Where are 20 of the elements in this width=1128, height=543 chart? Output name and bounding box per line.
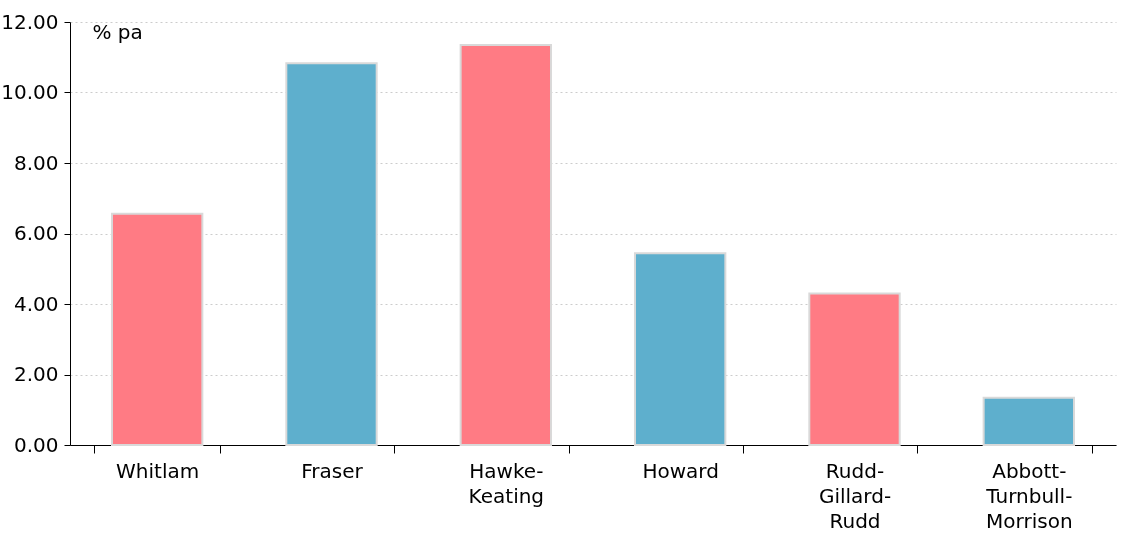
x-tick-label: Rudd-Gillard-Rudd [818,458,892,533]
y-tick-label: 4.00 [13,291,59,316]
y-tick-label: 10.00 [1,80,59,104]
bar [285,62,378,446]
bar [110,212,204,446]
x-tick-label: Howard [642,458,719,483]
x-tick-label: Fraser [301,458,364,483]
y-tick-label: 12.00 [1,9,59,34]
bar [982,396,1076,446]
bar [459,43,553,446]
y-axis-title: % pa [92,19,143,44]
bar [808,292,901,446]
y-tick-label: 8.00 [13,150,59,175]
y-tick-label: 6.00 [13,221,59,245]
y-tick-label: 0.00 [13,432,59,457]
x-tick-label: Abbott-Turnbull-Morrison [985,458,1073,533]
bar [633,252,727,446]
x-tick-label: Hawke-Keating [468,458,545,508]
y-tick-label: 2.00 [13,362,59,386]
x-tick-label: Whitlam [116,458,200,483]
